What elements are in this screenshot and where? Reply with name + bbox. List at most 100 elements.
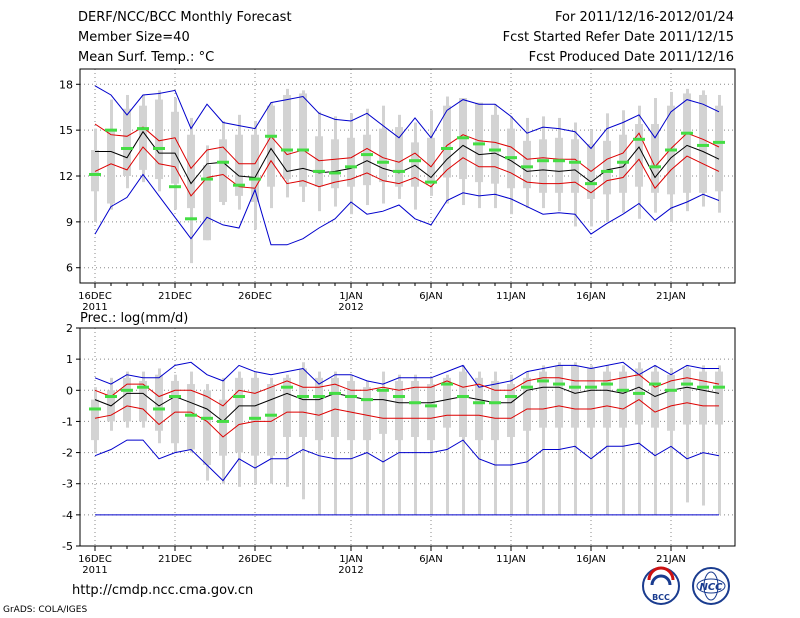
whisker (718, 365, 721, 515)
median-mark (249, 416, 261, 420)
median-mark (585, 182, 597, 186)
median-mark (569, 160, 581, 164)
box (459, 371, 467, 437)
median-mark (713, 385, 725, 389)
median-mark (201, 416, 213, 420)
whisker (574, 362, 577, 515)
x-year-label: 2011 (82, 565, 107, 576)
median-mark (233, 183, 245, 187)
x-tick-label: 1JAN (339, 554, 362, 565)
box (491, 380, 499, 441)
whisker (542, 365, 545, 515)
median-mark (649, 382, 661, 386)
median-mark (185, 217, 197, 221)
whisker (558, 362, 561, 515)
median-mark (649, 165, 661, 169)
median-mark (105, 128, 117, 132)
box (539, 139, 547, 193)
median-mark (601, 169, 613, 173)
whisker (654, 365, 657, 515)
box (155, 99, 163, 180)
median-mark (393, 169, 405, 173)
median-mark (169, 185, 181, 189)
box (555, 365, 563, 428)
median-mark (265, 413, 277, 417)
median-mark (489, 401, 501, 405)
box (347, 380, 355, 441)
median-mark (329, 171, 341, 175)
median-mark (521, 385, 533, 389)
median-mark (233, 395, 245, 399)
median-mark (537, 159, 549, 163)
box (539, 371, 547, 428)
median-mark (521, 165, 533, 169)
whisker (318, 371, 321, 515)
max-series-line (94, 361, 719, 388)
x-tick-label: 21DEC (158, 291, 192, 302)
fcst-started-date: Fcst Started Refer Date 2011/12/15 (502, 30, 734, 45)
box (107, 130, 115, 204)
box (283, 377, 291, 437)
x-tick-label: 6JAN (419, 291, 442, 302)
whisker (686, 365, 689, 503)
whisker (334, 371, 337, 515)
y-tick-label: -5 (62, 540, 73, 553)
box (635, 124, 643, 187)
median-mark (217, 419, 229, 423)
whisker (446, 374, 449, 515)
box (555, 137, 563, 193)
x-tick-label: 16JAN (576, 554, 606, 565)
box (91, 150, 99, 192)
whisker (350, 374, 353, 515)
median-mark (329, 391, 341, 395)
median-mark (697, 143, 709, 147)
box (235, 377, 243, 453)
box (683, 93, 691, 193)
box (427, 384, 435, 441)
x-tick-label: 21JAN (656, 291, 686, 302)
median-mark (569, 385, 581, 389)
box (699, 371, 707, 425)
whisker (638, 362, 641, 515)
median-mark (297, 395, 309, 399)
x-tick-label: 1JAN (339, 291, 362, 302)
median-mark (313, 169, 325, 173)
median-mark (617, 388, 629, 392)
source-url: http://cmdp.ncc.cma.gov.cn (72, 583, 254, 598)
x-tick-label: 26DEC (238, 291, 272, 302)
lower-band-line (94, 146, 720, 197)
median-mark (249, 177, 261, 181)
lower-band-line (94, 398, 719, 438)
median-mark (473, 142, 485, 146)
box (443, 377, 451, 428)
median-mark (633, 391, 645, 395)
box (603, 371, 611, 428)
median-mark (441, 382, 453, 386)
y-tick-label: 12 (59, 170, 73, 183)
box (395, 380, 403, 441)
median-mark (537, 379, 549, 383)
box (475, 377, 483, 441)
box (411, 142, 419, 187)
box (523, 377, 531, 431)
box (667, 374, 675, 431)
y-tick-label: 9 (66, 216, 73, 229)
box (395, 127, 403, 187)
median-mark (457, 136, 469, 140)
box (427, 137, 435, 181)
median-mark (281, 385, 293, 389)
box (155, 374, 163, 431)
y-tick-label: -2 (62, 447, 73, 460)
median-mark (281, 148, 293, 152)
upper-band-line (94, 374, 720, 407)
box (715, 371, 723, 425)
median-mark (489, 148, 501, 152)
ensemble-mean-line (94, 386, 720, 423)
box (411, 380, 419, 437)
box (619, 134, 627, 193)
median-mark (105, 395, 117, 399)
box (619, 371, 627, 428)
x-year-label: 2012 (338, 565, 363, 576)
